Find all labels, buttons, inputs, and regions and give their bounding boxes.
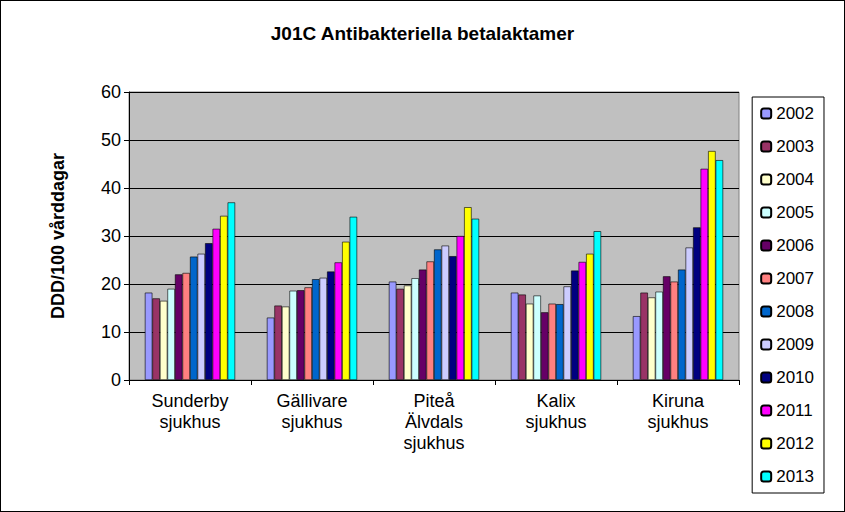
svg-text:2013: 2013: [776, 467, 814, 486]
svg-text:2007: 2007: [776, 269, 814, 288]
svg-text:10: 10: [101, 322, 121, 342]
svg-text:sjukhus: sjukhus: [159, 412, 220, 432]
svg-text:DDD/100 vårddagar: DDD/100 vårddagar: [48, 153, 68, 319]
svg-text:Sunderby: Sunderby: [151, 391, 228, 411]
svg-text:sjukhus: sjukhus: [647, 412, 708, 432]
svg-text:2012: 2012: [776, 434, 814, 453]
svg-text:J01C Antibakteriella betalakta: J01C Antibakteriella betalaktamer: [271, 23, 575, 44]
svg-text:60: 60: [101, 82, 121, 102]
svg-text:40: 40: [101, 178, 121, 198]
svg-text:2009: 2009: [776, 335, 814, 354]
svg-text:Kalix: Kalix: [536, 391, 575, 411]
svg-text:sjukhus: sjukhus: [525, 412, 586, 432]
svg-text:2006: 2006: [776, 236, 814, 255]
svg-text:Älvdals: Älvdals: [405, 412, 463, 432]
svg-text:2002: 2002: [776, 104, 814, 123]
svg-text:2003: 2003: [776, 137, 814, 156]
svg-text:sjukhus: sjukhus: [403, 433, 464, 453]
svg-text:Kiruna: Kiruna: [652, 391, 705, 411]
svg-text:2005: 2005: [776, 203, 814, 222]
svg-text:2011: 2011: [776, 401, 813, 420]
svg-text:Piteå: Piteå: [413, 391, 455, 411]
svg-text:30: 30: [101, 226, 121, 246]
svg-text:sjukhus: sjukhus: [281, 412, 342, 432]
svg-text:50: 50: [101, 130, 121, 150]
svg-text:2008: 2008: [776, 302, 814, 321]
svg-text:20: 20: [101, 274, 121, 294]
svg-text:0: 0: [111, 370, 121, 390]
svg-text:2010: 2010: [776, 368, 814, 387]
svg-text:Gällivare: Gällivare: [276, 391, 347, 411]
svg-text:2004: 2004: [776, 170, 814, 189]
